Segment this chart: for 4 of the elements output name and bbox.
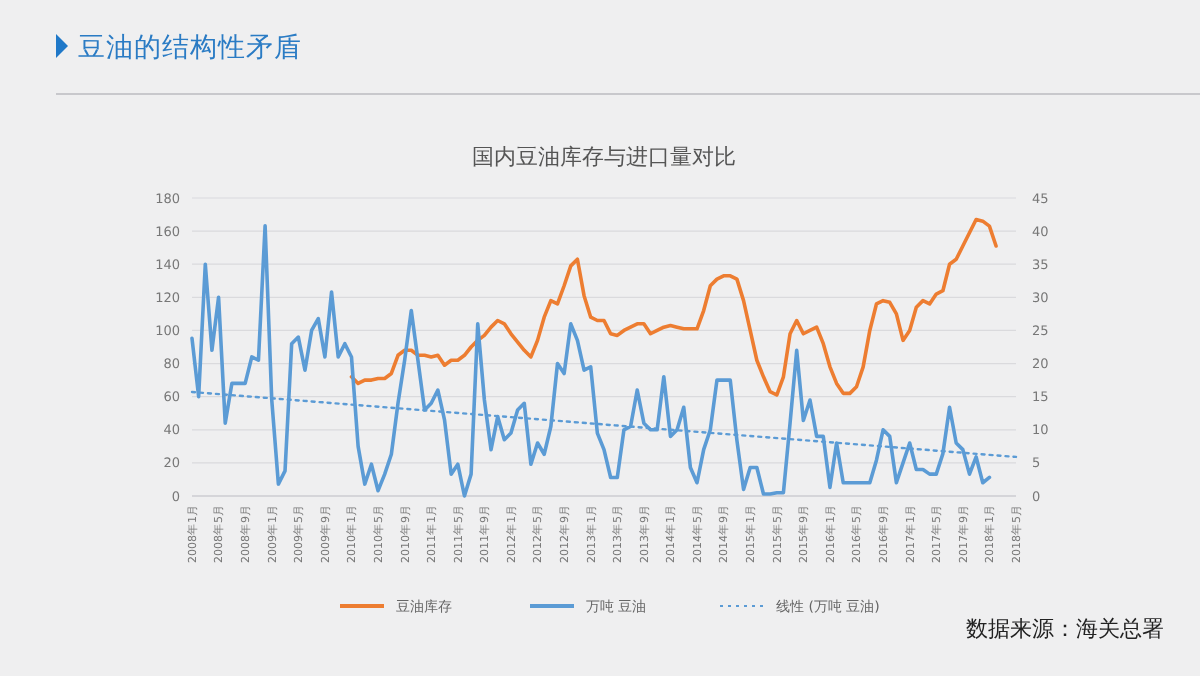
chart-title: 豆油的结构性矛盾	[78, 32, 302, 64]
source-note: 数据来源：海关总署	[966, 616, 1164, 642]
chart-subtitle: 国内豆油库存与进口量对比	[472, 144, 736, 170]
line-series	[349, 217, 998, 397]
